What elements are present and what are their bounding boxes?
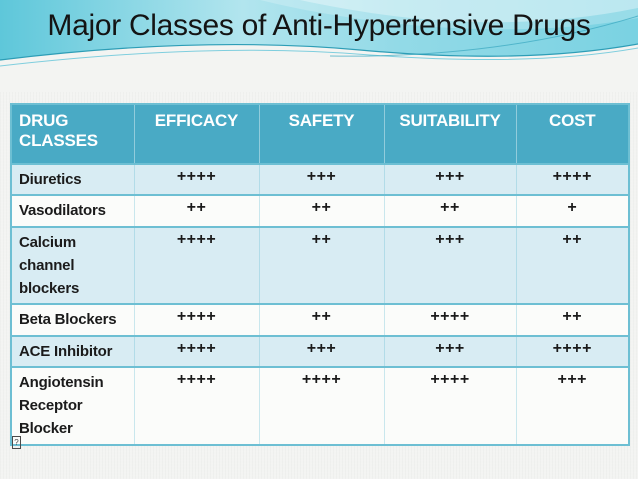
cost-cell: ++ [515, 225, 629, 305]
efficacy-cell: ++++ [133, 303, 259, 336]
table-row-diuretics: Diuretics ++++ +++ +++ ++++ [11, 162, 629, 196]
table-row-beta-blockers: Beta Blockers ++++ ++ ++++ ++ [11, 303, 629, 336]
cost-cell: +++ [515, 365, 629, 445]
suitability-cell: +++ [383, 162, 516, 196]
column-header-suitability: SUITABILITY [383, 104, 516, 164]
suitability-cell: ++++ [383, 303, 516, 336]
drug-class-cell: Beta Blockers [11, 303, 134, 336]
wave-crossing-line [329, 15, 638, 57]
banner-highlight-streak [300, 0, 638, 23]
safety-cell: +++ [258, 162, 384, 196]
efficacy-cell: ++ [133, 194, 259, 227]
slide-title: Major Classes of Anti-Hypertensive Drugs [47, 9, 591, 42]
table-row-ace-inhibitor: ACE Inhibitor ++++ +++ +++ ++++ [11, 334, 629, 367]
cost-cell: ++++ [515, 162, 629, 196]
table-row-angiotensin-receptor-blocker: Angiotensin Receptor Blocker ++++ ++++ +… [11, 365, 629, 445]
cost-cell: ++ [515, 303, 629, 336]
safety-cell: ++ [258, 225, 384, 305]
efficacy-cell: ++++ [133, 225, 259, 305]
drug-classes-table: DRUG CLASSES EFFICACY SAFETY SUITABILITY… [10, 103, 630, 446]
column-header-efficacy: EFFICACY [133, 104, 259, 164]
drug-class-cell: Angiotensin Receptor Blocker [11, 365, 134, 445]
suitability-cell: +++ [383, 225, 516, 305]
efficacy-cell: ++++ [133, 365, 259, 445]
cost-cell: ++++ [515, 334, 629, 367]
suitability-cell: ++++ [383, 365, 516, 445]
column-header-drug-classes: DRUG CLASSES [11, 104, 134, 164]
banner-wave-graphic [0, 0, 638, 92]
drug-class-cell: Diuretics [11, 162, 134, 196]
safety-cell: ++ [258, 194, 384, 227]
suitability-cell: ++ [383, 194, 516, 227]
drug-class-cell: Vasodilators [11, 194, 134, 227]
table-row-calcium-channel-blockers: Calcium channel blockers ++++ ++ +++ ++ [11, 225, 629, 305]
drug-class-cell: Calcium channel blockers [11, 225, 134, 305]
efficacy-cell: ++++ [133, 162, 259, 196]
safety-cell: ++ [258, 303, 384, 336]
wave-outline-dark [0, 43, 638, 61]
wave-outline-light [0, 47, 638, 67]
table-row-vasodilators: Vasodilators ++ ++ ++ + [11, 194, 629, 227]
banner-white-wave [0, 44, 638, 92]
banner-highlight-streak-2 [260, 0, 638, 30]
missing-glyph-box: ? [12, 436, 21, 449]
efficacy-cell: ++++ [133, 334, 259, 367]
cost-cell: + [515, 194, 629, 227]
safety-cell: +++ [258, 334, 384, 367]
suitability-cell: +++ [383, 334, 516, 367]
safety-cell: ++++ [258, 365, 384, 445]
table-header-row: DRUG CLASSES EFFICACY SAFETY SUITABILITY… [11, 104, 629, 164]
drug-class-cell: ACE Inhibitor [11, 334, 134, 367]
column-header-safety: SAFETY [258, 104, 384, 164]
column-header-cost: COST [515, 104, 629, 164]
